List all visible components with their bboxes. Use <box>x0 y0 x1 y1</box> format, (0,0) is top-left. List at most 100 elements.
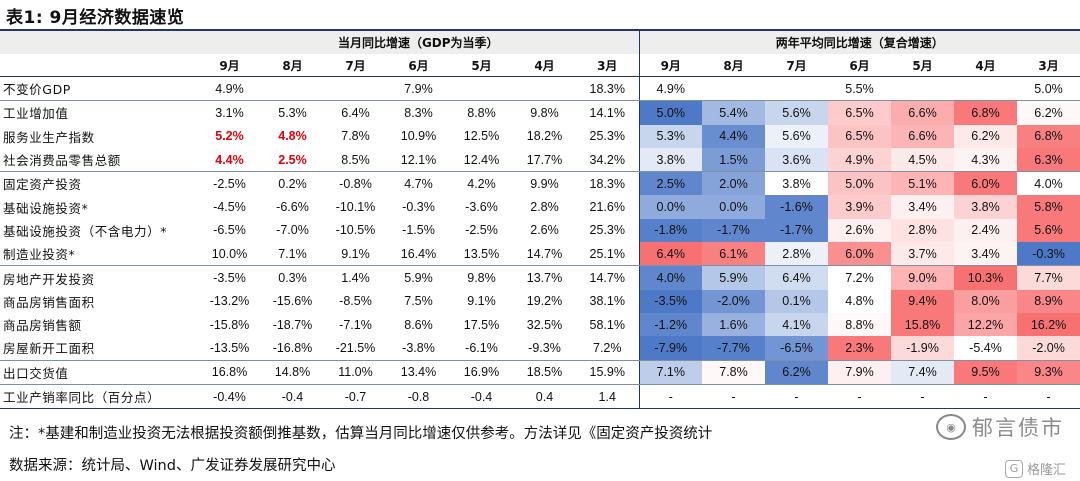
cell-current: 5.3% <box>278 105 307 120</box>
cell-two-year: 2.5% <box>638 171 702 196</box>
header-current-group: 当月同比增速（GDP为当季） <box>198 31 639 54</box>
cell-current: 7.1% <box>261 242 324 267</box>
cell-two-year: -1.9% <box>891 336 954 361</box>
cell-current: -0.8 <box>387 384 450 410</box>
cell-current: 25.3% <box>589 223 625 238</box>
cell-current: 1.4 <box>576 384 639 410</box>
cell-current: 18.3% <box>576 76 639 102</box>
cell-two-year: - <box>702 384 765 410</box>
cell-two-year: 9.3% <box>1017 360 1080 385</box>
cell-two-year: 5.0% <box>638 100 702 125</box>
cell-current: 13.7% <box>526 271 563 286</box>
cell-current: -6.6% <box>276 200 309 215</box>
row-label: 房屋新开工面积 <box>0 336 198 361</box>
cell-two-year: 6.6% <box>891 100 954 125</box>
table-row: 商品房销售面积 -13.2% -15.6% -8.5% 7.5% 9.1% 19.2% 38.… <box>0 289 1080 313</box>
cell-current: 12.4% <box>450 147 513 173</box>
cell-current: 3.1% <box>215 105 244 120</box>
table-row: 工业产销率同比（百分点） -0.4% -0.4 -0.7 -0.8 -0.4 0.4 1.4-… <box>0 384 1080 410</box>
cell-current: 5.9% <box>404 271 433 286</box>
cell-current: 4.2% <box>467 176 496 191</box>
cell-current: -13.5% <box>198 336 261 361</box>
cell-two-year: 6.3% <box>1017 147 1080 173</box>
cell-current: 9.9% <box>530 176 559 191</box>
cell-two-year: 3.4% <box>954 242 1017 267</box>
table-row: 社会消费品零售总额 4.4% 2.5% 8.5% 12.1% 12.4% 17.7% 34.2… <box>0 147 1080 173</box>
cell-current: -13.2% <box>209 294 250 309</box>
cell-current: -9.3% <box>513 336 576 361</box>
cell-two-year: 3.9% <box>828 195 891 219</box>
cell-current: 5.2% <box>215 129 244 144</box>
cell-current: 9.8% <box>530 105 559 120</box>
cell-two-year: -7.7% <box>702 336 765 361</box>
cell-two-year: 2.4% <box>954 218 1017 243</box>
cell-two-year: 4.0% <box>1017 171 1080 196</box>
cell-current: 0.3% <box>278 271 307 286</box>
cell-current: -1.5% <box>402 223 435 238</box>
cell-two-year: - <box>828 384 891 410</box>
month-header-current-5: 4月 <box>513 54 576 77</box>
cell-two-year: 6.6% <box>891 124 954 148</box>
cell-current: 38.1% <box>589 294 625 309</box>
table-row: 房屋新开工面积 -13.5% -16.8% -21.5% -3.8% -6.1% -9.3%… <box>0 336 1080 361</box>
cell-current: -18.7% <box>272 317 313 332</box>
row-label: 出口交货值 <box>0 360 198 385</box>
month-header-two-year-5: 4月 <box>954 54 1017 77</box>
cell-current: -2.5% <box>213 176 246 191</box>
cell-two-year: 6.0% <box>954 171 1017 196</box>
cell-two-year: -7.9% <box>638 336 702 361</box>
cell-current: 32.5% <box>526 317 563 332</box>
cell-current: 1.4% <box>341 271 370 286</box>
month-header-two-year-3: 6月 <box>828 54 891 77</box>
cell-two-year: 3.6% <box>765 147 828 173</box>
cell-current: 12.5% <box>463 129 500 144</box>
month-header-two-year-4: 5月 <box>891 54 954 77</box>
month-header-current-4: 5月 <box>450 54 513 77</box>
cell-two-year: 3.8% <box>954 195 1017 219</box>
cell-current <box>324 76 387 102</box>
cell-two-year: - <box>765 384 828 410</box>
cell-two-year: 4.5% <box>891 147 954 173</box>
footnote-source: 数据来源：统计局、Wind、广发证券发展研究中心 <box>9 458 336 474</box>
cell-two-year: -1.8% <box>638 218 702 243</box>
table-row: 工业增加值 3.1% 5.3% 6.4% 8.3% 8.8% 9.8% 14.1% 5.0% 5.… <box>0 100 1080 125</box>
header-corner <box>0 31 198 54</box>
table-body: 不变价GDP 4.9% 7.9% 18.3% 4.9% 5.5% 5.0% 工业增加值 3.1%… <box>0 76 1080 410</box>
month-header-two-year-0: 9月 <box>638 54 702 77</box>
title-rule <box>0 29 1080 31</box>
cell-current: -0.4% <box>198 384 261 410</box>
cell-two-year: 6.5% <box>828 124 891 148</box>
cell-current: -10.1% <box>335 200 376 215</box>
cell-two-year: -1.7% <box>765 218 828 243</box>
cell-current: 0.2% <box>278 176 307 191</box>
month-header-current-0: 9月 <box>198 54 261 77</box>
cell-two-year: 4.9% <box>828 147 891 173</box>
cell-two-year: 6.2% <box>954 124 1017 148</box>
cell-current: 0.4 <box>513 384 576 410</box>
row-label: 社会消费品零售总额 <box>0 147 198 173</box>
row-label: 基础设施投资（不含电力）* <box>3 223 168 239</box>
cell-current <box>261 76 324 102</box>
cell-current: -0.4 <box>261 384 324 410</box>
cell-two-year: - <box>954 384 1017 410</box>
cell-two-year: 5.0% <box>1017 76 1080 102</box>
cell-current: 7.9% <box>387 76 450 102</box>
cell-current: 9.1% <box>467 294 496 309</box>
cell-two-year: -5.4% <box>954 336 1017 361</box>
cell-current: 14.7% <box>589 271 625 286</box>
cell-current: 25.3% <box>589 129 625 144</box>
cell-current: 14.8% <box>261 360 324 385</box>
cell-current: -6.5% <box>213 223 246 238</box>
table-row: 固定资产投资 -2.5% 0.2% -0.8% 4.7% 4.2% 9.9% 18.3% 2.5… <box>0 171 1080 196</box>
cell-current: 13.5% <box>450 242 513 267</box>
row-label: 商品房销售面积 <box>3 294 95 310</box>
cell-two-year: 16.2% <box>1017 312 1080 337</box>
header-label-blank <box>0 54 198 77</box>
cell-current <box>450 76 513 102</box>
cell-current: 13.4% <box>387 360 450 385</box>
cell-current: 18.2% <box>526 129 563 144</box>
cell-current: -7.1% <box>339 317 372 332</box>
row-label: 服务业生产指数 <box>3 129 95 145</box>
cell-two-year: 5.0% <box>828 171 891 196</box>
cell-two-year: -1.7% <box>702 218 765 243</box>
